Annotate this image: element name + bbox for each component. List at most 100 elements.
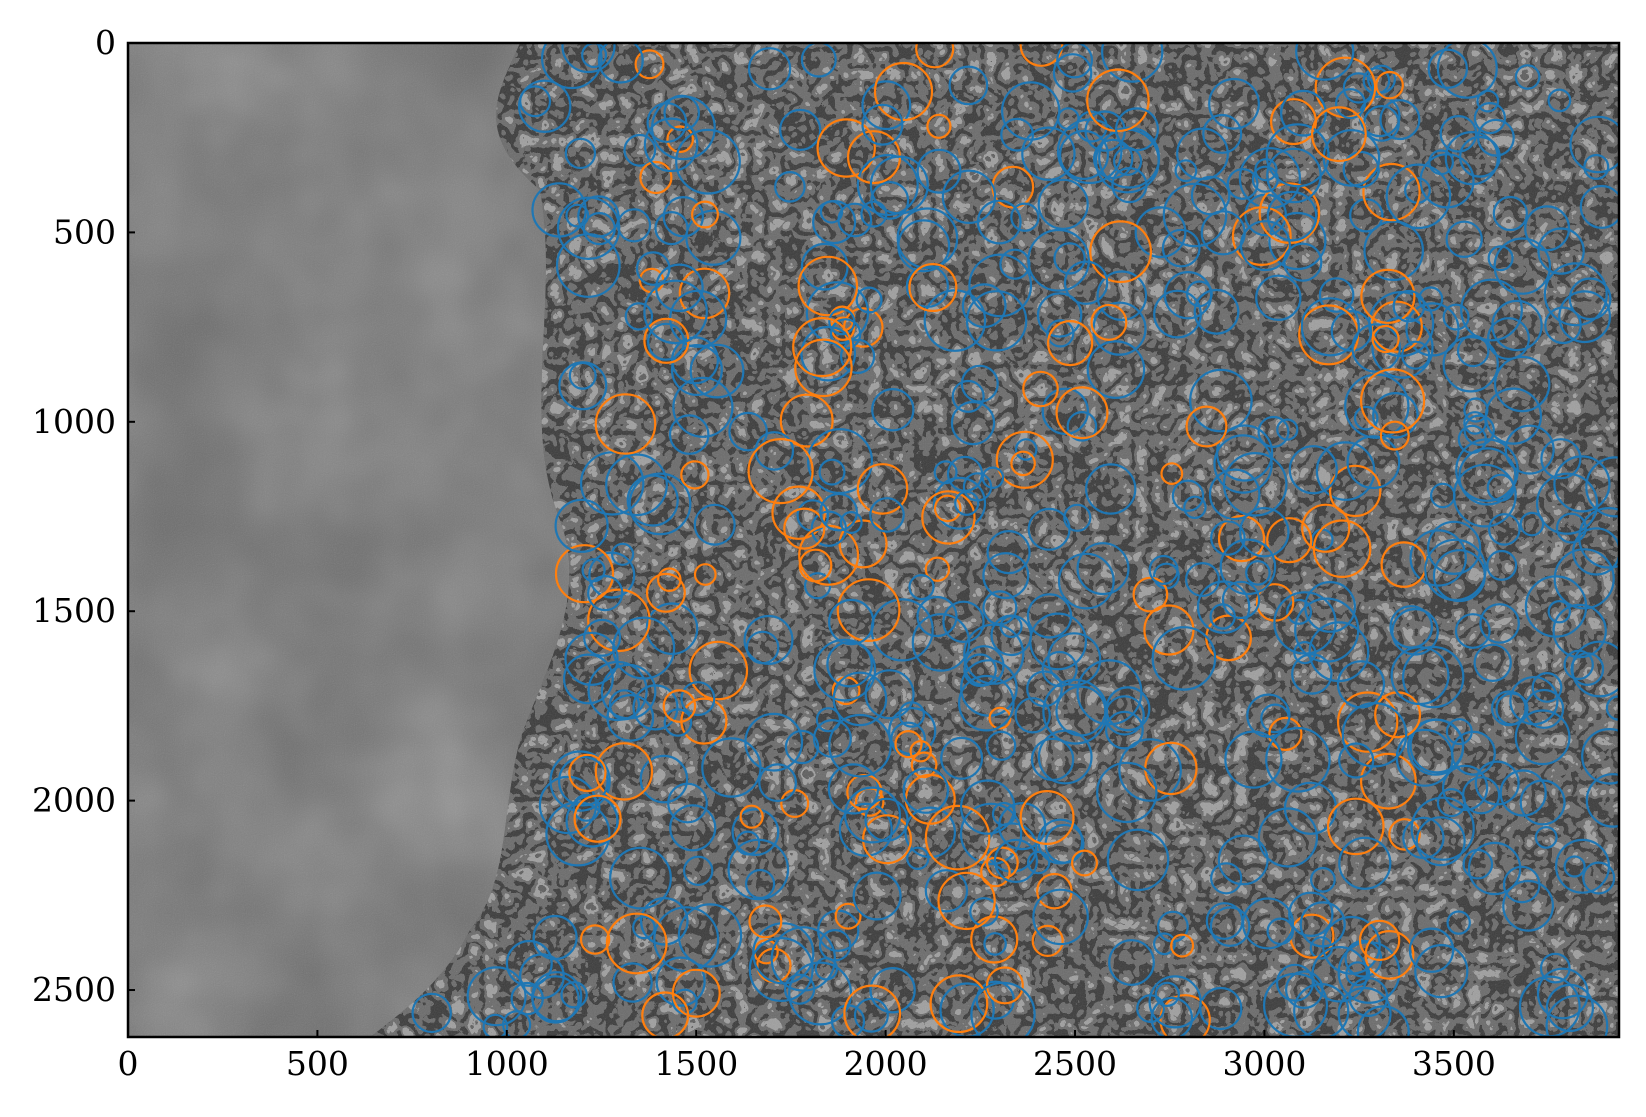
orange-circle-marker [1312, 519, 1372, 579]
blue-circle-marker [693, 503, 736, 546]
blue-circle-marker [685, 209, 742, 266]
blue-circle-marker [1334, 88, 1366, 120]
blue-circle-marker [1276, 418, 1299, 441]
blue-circle-marker [941, 169, 997, 224]
orange-circle-marker [1055, 386, 1109, 440]
blue-circle-marker [748, 936, 814, 1002]
blue-circle-marker [1210, 862, 1243, 895]
orange-circle-marker [1266, 517, 1313, 564]
blue-circle-marker [1042, 678, 1109, 745]
blue-circle-marker [1221, 580, 1261, 620]
blue-circle-marker [951, 379, 985, 413]
blue-circle-marker [904, 806, 957, 859]
blue-circle-marker [743, 614, 794, 665]
blue-circle-marker [1268, 211, 1327, 271]
blue-circle-marker [1196, 580, 1251, 634]
blue-circle-marker [1208, 468, 1261, 521]
orange-circle-marker [843, 984, 902, 1037]
blue-circle-marker [969, 897, 999, 927]
blue-circle-marker [818, 458, 846, 486]
orange-circle-marker [634, 49, 665, 80]
blue-circle-marker [1424, 538, 1487, 602]
blue-circle-marker [670, 344, 723, 397]
orange-circle-marker [656, 567, 682, 592]
blue-circle-marker [1295, 43, 1355, 81]
blue-circle-marker [1462, 848, 1494, 880]
blue-circle-marker [1309, 866, 1336, 893]
blue-circle-marker [1063, 503, 1092, 532]
blue-circle-marker [1568, 277, 1612, 321]
blue-circle-marker [1257, 807, 1319, 868]
orange-circle-marker [690, 200, 719, 229]
blue-circle-marker [563, 653, 614, 705]
orange-circle-marker [671, 968, 721, 1018]
orange-circle-marker [1358, 919, 1401, 962]
blue-circle-marker [561, 43, 616, 74]
blue-circle-marker [965, 290, 1028, 352]
blue-circle-marker [609, 846, 672, 910]
orange-circle-marker [816, 118, 876, 178]
blue-circle-marker [1321, 915, 1381, 975]
blue-circle-marker [942, 600, 985, 644]
blue-circle-marker [1450, 730, 1496, 776]
blue-circle-marker [1585, 773, 1619, 828]
blue-circle-marker [1210, 520, 1246, 556]
blue-circle-marker [1318, 277, 1355, 313]
blue-circle-marker [1514, 64, 1541, 90]
blue-circle-marker [1487, 245, 1514, 272]
blue-circle-marker [1209, 603, 1236, 630]
blue-circle-marker [701, 737, 762, 798]
detected-circles [411, 43, 1619, 1037]
x-tick-label: 2000 [844, 1044, 928, 1083]
blue-circle-marker [869, 967, 916, 1014]
blue-circle-marker [1053, 242, 1086, 275]
orange-circle-marker [739, 804, 764, 829]
blue-circle-marker [1154, 981, 1180, 1007]
blue-circle-marker [1582, 861, 1616, 895]
orange-circle-marker [1090, 303, 1128, 341]
blue-circle-marker [1353, 405, 1379, 431]
blue-circle-marker [1338, 742, 1375, 779]
blue-circle-marker [1213, 434, 1273, 494]
orange-circle-marker [985, 966, 1024, 1005]
blue-circle-marker [828, 598, 875, 646]
orange-circle-marker [846, 773, 883, 811]
blue-circle-marker [1226, 168, 1259, 200]
orange-circle-marker [856, 463, 909, 515]
blue-circle-marker [1029, 612, 1087, 671]
blue-circle-marker [600, 663, 657, 720]
blue-circle-marker [959, 802, 1023, 866]
blue-circle-marker [1106, 828, 1170, 892]
blue-circle-marker [1456, 334, 1490, 368]
blue-circle-marker [654, 211, 689, 246]
blue-circle-marker [1337, 986, 1392, 1037]
blue-circle-marker [1174, 159, 1198, 183]
blue-circle-marker [1058, 129, 1109, 180]
blue-circle-marker [1362, 67, 1391, 95]
blue-circle-marker [1385, 163, 1452, 230]
blue-circle-marker [940, 736, 984, 780]
blue-circle-marker [1338, 836, 1392, 890]
blue-circle-marker [948, 65, 989, 106]
orange-circle-marker [836, 578, 901, 642]
blue-circle-marker [677, 903, 743, 968]
blue-circle-marker [960, 364, 999, 403]
blue-circle-marker [541, 43, 603, 90]
blue-circle-marker [1265, 726, 1331, 793]
blue-circle-marker [800, 325, 857, 382]
orange-circle-marker [554, 544, 615, 604]
orange-circle-marker [693, 563, 717, 586]
blue-circle-marker [1315, 441, 1376, 501]
blue-circle-marker [800, 242, 849, 291]
orange-circle-marker [1031, 924, 1064, 958]
orange-circle-marker [794, 338, 853, 398]
blue-circle-marker [1499, 769, 1547, 817]
blue-circle-marker [1148, 975, 1202, 1029]
blue-circle-marker [1151, 626, 1217, 691]
blue-circle-marker [1118, 738, 1182, 802]
blue-circle-marker [1336, 660, 1386, 709]
blue-circle-marker [1101, 43, 1164, 83]
blue-circle-marker [728, 411, 768, 452]
blue-circle-marker [1579, 184, 1619, 229]
